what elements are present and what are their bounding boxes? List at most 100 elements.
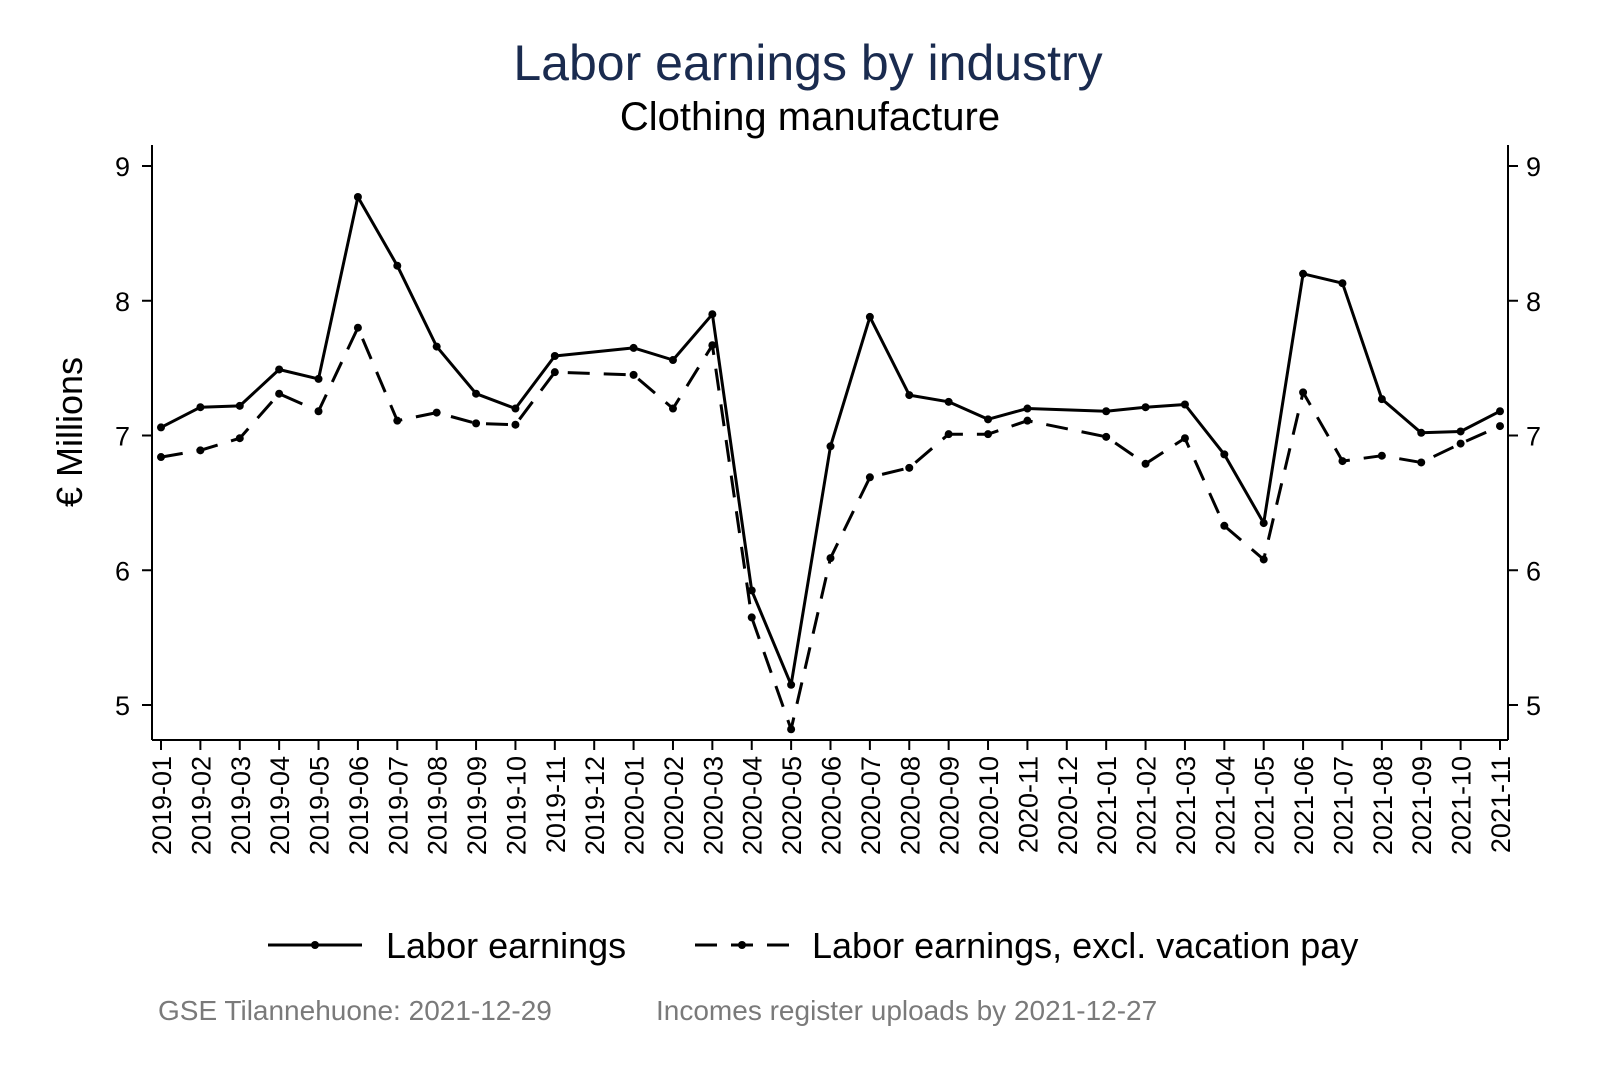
data-point-labor-earnings [629,343,638,352]
data-point-excl-vacation [511,420,520,429]
legend-marker-solid [311,941,319,949]
y-tick-label-right: 6 [1526,556,1541,586]
x-tick-label: 2020-03 [698,756,728,855]
data-point-labor-earnings [353,192,362,201]
data-point-excl-vacation [1023,416,1032,425]
x-tick-label: 2020-04 [738,756,768,855]
y-tick-label-left: 6 [115,556,130,586]
y-tick-label-left: 7 [115,422,130,452]
y-tick-label-left: 5 [115,691,130,721]
x-tick-label: 2019-05 [305,756,335,855]
data-point-labor-earnings [1456,427,1465,436]
x-tick-label: 2020-11 [1013,756,1043,853]
data-point-excl-vacation [314,407,323,416]
y-ticks: 5 5 6 6 7 7 8 8 9 9 [115,152,1541,721]
data-point-labor-earnings [1023,404,1032,413]
y-tick-label-right: 7 [1526,422,1541,452]
x-tick-label: 2021-04 [1210,756,1240,855]
series-layer [157,192,1504,734]
data-point-labor-earnings [708,310,717,319]
data-point-labor-earnings [865,312,874,321]
x-tick-label: 2019-03 [226,756,256,855]
data-point-excl-vacation [393,416,402,425]
data-point-excl-vacation [1417,458,1426,467]
data-point-labor-earnings [1496,407,1504,416]
note-register-uploads: Incomes register uploads by 2021-12-27 [656,995,1157,1026]
data-point-excl-vacation [905,463,914,472]
x-tick-label: 2021-02 [1132,756,1162,855]
data-point-excl-vacation [1141,459,1150,468]
legend-item-labor-earnings: Labor earnings [268,925,626,966]
data-point-labor-earnings [1338,279,1347,288]
data-point-excl-vacation [1338,457,1347,466]
x-tick-label: 2021-03 [1171,756,1201,855]
chart-subtitle: Clothing manufacture [620,95,1000,139]
x-tick-label: 2021-09 [1407,756,1437,855]
data-point-labor-earnings [157,423,165,432]
data-point-labor-earnings [1180,400,1189,409]
x-tick-label: 2020-07 [856,756,886,855]
legend: Labor earnings Labor earnings, excl. vac… [268,925,1358,966]
x-tick-label: 2020-10 [974,756,1004,855]
data-point-excl-vacation [747,613,756,622]
data-point-labor-earnings [472,389,481,398]
x-tick-label: 2020-05 [777,756,807,855]
data-point-excl-vacation [432,408,441,417]
x-ticks: 2019-01 2019-02 2019-03 2019-04 2019-05 2019-… [147,740,1516,855]
data-point-excl-vacation [196,446,205,455]
x-tick-label: 2020-01 [620,756,650,855]
y-tick-label-left: 8 [115,287,130,317]
data-point-labor-earnings [1102,407,1111,416]
x-tick-label: 2019-04 [265,756,295,855]
legend-label-labor-earnings: Labor earnings [386,925,626,966]
data-point-excl-vacation [1220,521,1229,530]
data-point-excl-vacation [629,370,638,379]
data-point-excl-vacation [865,473,874,482]
data-point-labor-earnings [275,365,284,374]
data-point-labor-earnings [393,261,402,270]
x-tick-label: 2020-06 [817,756,847,855]
data-point-excl-vacation [1456,439,1465,448]
data-point-labor-earnings [511,404,520,413]
data-point-excl-vacation [353,323,362,332]
data-point-labor-earnings [1377,395,1386,404]
data-point-excl-vacation [472,419,481,428]
y-tick-label-right: 9 [1526,152,1541,182]
data-point-labor-earnings [1417,428,1426,437]
x-tick-label: 2019-06 [344,756,374,855]
x-tick-label: 2021-10 [1447,756,1477,855]
data-point-excl-vacation [1377,451,1386,460]
y-tick-label-right: 8 [1526,287,1541,317]
note-source-date: GSE Tilannehuone: 2021-12-29 [158,995,552,1026]
x-tick-label: 2020-02 [659,756,689,855]
data-point-excl-vacation [1299,388,1308,397]
data-point-excl-vacation [1180,434,1189,443]
x-tick-label: 2019-09 [462,756,492,855]
x-tick-label: 2019-08 [423,756,453,855]
data-point-excl-vacation [826,554,835,563]
series-line-labor-earnings [160,195,1501,687]
data-point-excl-vacation [668,404,677,413]
data-point-excl-vacation [944,430,953,439]
data-point-excl-vacation [984,430,993,439]
data-point-excl-vacation [1102,432,1111,441]
x-tick-label: 2019-07 [383,756,413,855]
data-point-labor-earnings [1220,450,1229,459]
x-tick-label: 2019-12 [580,756,610,855]
x-tick-label: 2021-08 [1368,756,1398,855]
y-axis-label: € Millions [49,357,90,507]
data-point-labor-earnings [787,680,796,689]
x-tick-label: 2021-07 [1328,756,1358,855]
legend-marker-dashed [738,941,746,949]
data-point-labor-earnings [944,397,953,406]
data-point-labor-earnings [1141,403,1150,412]
data-point-labor-earnings [432,342,441,351]
x-tick-label: 2021-01 [1092,756,1122,855]
data-point-excl-vacation [1259,555,1268,564]
x-tick-label: 2020-09 [935,756,965,855]
data-point-excl-vacation [708,341,717,350]
x-tick-label: 2020-08 [895,756,925,855]
x-tick-label: 2019-10 [501,756,531,855]
x-tick-label: 2019-01 [147,756,177,855]
data-point-labor-earnings [984,415,993,424]
